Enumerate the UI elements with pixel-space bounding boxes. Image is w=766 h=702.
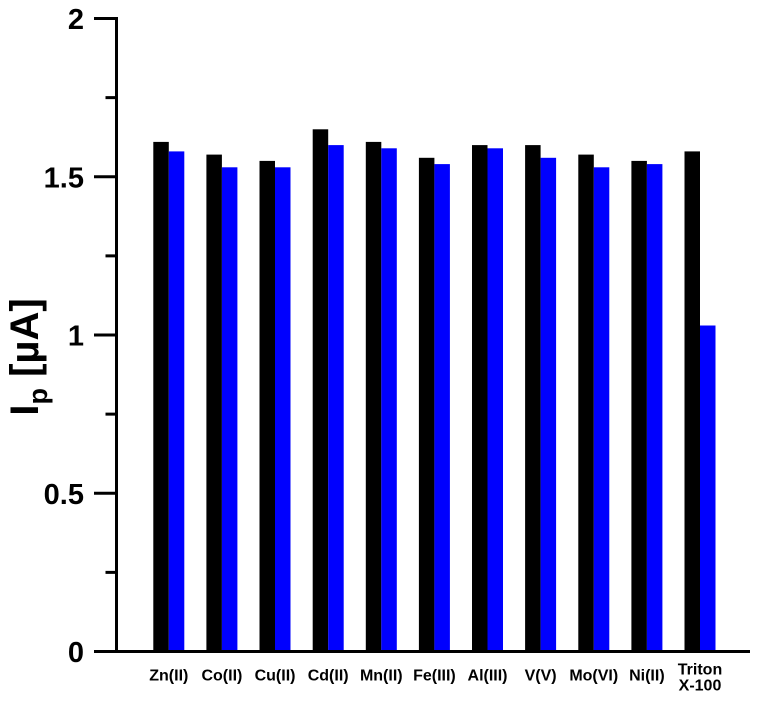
x-axis-category-label: Cd(II) xyxy=(308,668,349,685)
bar-blue-V(V) xyxy=(540,157,557,654)
bar-blue-Co(II) xyxy=(221,167,238,654)
y-axis-tick-label: 2 xyxy=(68,4,84,36)
bar-blue-Zn(II) xyxy=(168,151,185,653)
x-axis-category-label: Al(III) xyxy=(468,668,508,685)
bar-blue-Al(III) xyxy=(487,148,503,654)
y-axis-tick-label: 1 xyxy=(68,321,84,353)
bar-black-V(V) xyxy=(525,145,541,653)
bar-black-Triton-X-100 xyxy=(684,151,700,653)
y-axis-title: Ip [µA] xyxy=(3,298,53,415)
y-axis-tick-label: 0.5 xyxy=(44,479,84,511)
x-axis-category-label: Mn(II) xyxy=(360,668,403,685)
y-axis-tick-label: 0 xyxy=(68,637,84,669)
bar-black-Zn(II) xyxy=(153,141,169,653)
bar-blue-Fe(III) xyxy=(434,164,450,653)
x-axis-category-label: Triton X-100 xyxy=(678,662,722,695)
x-axis-category-label: Fe(III) xyxy=(413,668,456,685)
bar-blue-Triton-X-100 xyxy=(700,325,716,653)
y-axis-tick-label: 1.5 xyxy=(44,162,84,194)
x-axis-category-label: Mo(VI) xyxy=(569,668,618,685)
bar-black-Mo(VI) xyxy=(578,154,594,653)
x-axis-category-label: Co(II) xyxy=(201,668,242,685)
bar-black-Fe(III) xyxy=(418,157,435,654)
bar-black-Al(III) xyxy=(472,145,488,653)
bar-black-Cu(II) xyxy=(259,160,275,653)
bar-blue-Cu(II) xyxy=(275,167,291,654)
x-axis-category-label: Zn(II) xyxy=(149,668,188,685)
bar-blue-Mo(VI) xyxy=(593,167,610,654)
bar-blue-Mn(II) xyxy=(381,148,397,654)
x-axis-category-label: Ni(II) xyxy=(629,668,665,685)
bar-black-Ni(II) xyxy=(631,160,647,653)
bar-black-Cd(II) xyxy=(312,129,329,654)
bar-blue-Ni(II) xyxy=(646,164,663,653)
x-axis-category-label: V(V) xyxy=(525,668,557,685)
bar-blue-Cd(II) xyxy=(328,145,344,653)
bar-black-Mn(II) xyxy=(365,141,382,653)
x-axis-category-label: Cu(II) xyxy=(255,668,296,685)
bar-black-Co(II) xyxy=(206,154,222,653)
